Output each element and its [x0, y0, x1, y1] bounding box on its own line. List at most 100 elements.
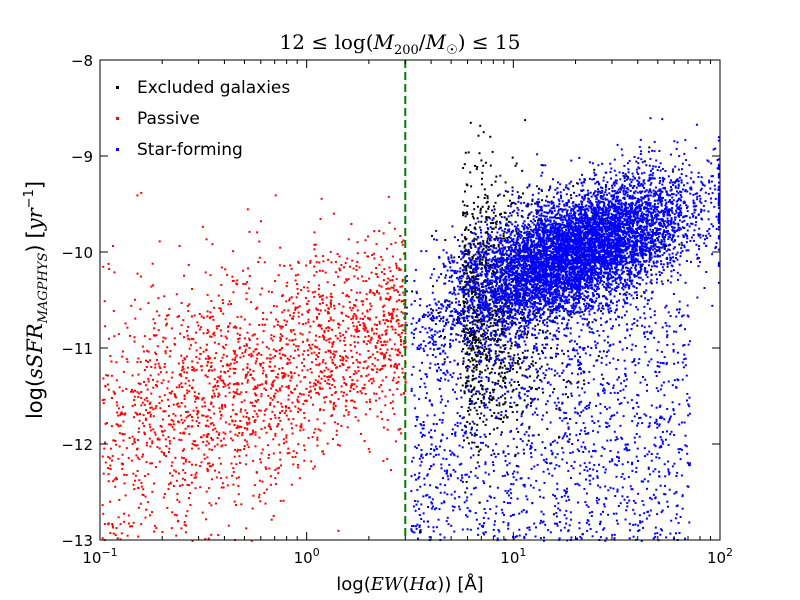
- passive-point: [338, 365, 341, 368]
- passive-point: [241, 434, 244, 437]
- passive-point: [166, 322, 168, 325]
- passive-point: [292, 329, 295, 331]
- passive-point: [357, 370, 360, 373]
- passive-point: [318, 335, 321, 338]
- star-forming-point: [473, 299, 476, 302]
- passive-point: [229, 415, 232, 418]
- passive-point: [378, 334, 381, 337]
- passive-point: [382, 305, 384, 308]
- star-forming-point: [550, 242, 553, 245]
- star-forming-point: [599, 281, 601, 284]
- passive-point: [252, 431, 255, 434]
- passive-point: [134, 403, 136, 406]
- passive-point: [297, 395, 300, 398]
- passive-point: [225, 476, 228, 479]
- passive-point: [151, 511, 153, 514]
- passive-point: [187, 425, 190, 428]
- star-forming-point: [626, 195, 629, 198]
- passive-point: [328, 320, 330, 323]
- passive-point: [317, 380, 320, 383]
- passive-point: [200, 461, 203, 464]
- excluded-point: [564, 393, 567, 396]
- excluded-point: [493, 244, 496, 247]
- excluded-point: [479, 417, 481, 420]
- passive-point: [358, 266, 361, 269]
- passive-point: [316, 444, 319, 447]
- excluded-point: [503, 230, 506, 233]
- star-forming-point: [680, 173, 683, 176]
- excluded-point: [504, 271, 507, 274]
- star-forming-point: [526, 306, 529, 309]
- passive-point: [347, 238, 350, 241]
- passive-point: [278, 352, 281, 355]
- passive-point: [368, 450, 371, 453]
- passive-point: [317, 428, 320, 431]
- star-forming-point: [581, 347, 584, 350]
- star-forming-point: [480, 215, 483, 218]
- excluded-point: [465, 385, 467, 387]
- passive-point: [213, 445, 216, 448]
- star-forming-point: [630, 236, 633, 239]
- excluded-point: [448, 300, 451, 303]
- passive-point: [265, 318, 268, 321]
- star-forming-point: [474, 512, 477, 514]
- star-forming-point: [676, 351, 679, 354]
- excluded-point: [492, 211, 495, 214]
- passive-point: [398, 325, 401, 328]
- star-forming-point: [469, 528, 472, 531]
- excluded-point: [468, 413, 471, 416]
- star-forming-point: [477, 249, 480, 252]
- passive-point: [245, 421, 248, 424]
- passive-point: [173, 393, 176, 396]
- star-forming-point: [460, 334, 463, 337]
- passive-point: [235, 463, 238, 466]
- passive-point: [221, 403, 224, 406]
- excluded-point: [523, 355, 526, 358]
- excluded-point: [492, 205, 495, 208]
- passive-point: [389, 402, 392, 404]
- passive-point: [116, 478, 118, 481]
- passive-point: [356, 341, 359, 344]
- passive-point: [275, 318, 278, 321]
- star-forming-point: [650, 191, 653, 194]
- excluded-point: [544, 337, 547, 340]
- passive-point: [301, 369, 304, 372]
- star-forming-point: [603, 246, 606, 249]
- star-forming-point: [645, 273, 648, 276]
- passive-point: [145, 397, 148, 399]
- excluded-point: [495, 220, 498, 223]
- excluded-point: [622, 293, 625, 296]
- passive-point: [164, 352, 167, 355]
- passive-point: [292, 315, 295, 318]
- passive-point: [241, 382, 244, 385]
- star-forming-point: [504, 327, 507, 330]
- passive-point: [121, 463, 124, 466]
- excluded-point: [475, 238, 478, 241]
- star-forming-point: [655, 245, 658, 248]
- passive-point: [165, 371, 168, 374]
- star-forming-point: [555, 512, 558, 515]
- star-forming-point: [517, 231, 520, 234]
- passive-point: [248, 323, 251, 326]
- passive-point: [266, 357, 268, 360]
- passive-point: [188, 303, 191, 306]
- passive-point: [198, 328, 201, 331]
- passive-point: [121, 453, 124, 456]
- passive-point: [299, 408, 302, 411]
- excluded-point: [555, 407, 558, 410]
- passive-point: [211, 315, 214, 318]
- star-forming-point: [594, 300, 597, 303]
- passive-point: [158, 460, 161, 463]
- passive-point: [289, 264, 292, 267]
- passive-point: [184, 531, 187, 534]
- passive-point: [388, 287, 391, 290]
- passive-point: [183, 478, 186, 481]
- passive-point: [217, 376, 220, 379]
- passive-point: [198, 421, 201, 424]
- passive-point: [111, 459, 113, 462]
- excluded-point: [463, 163, 466, 166]
- star-forming-point: [526, 526, 529, 529]
- star-forming-point: [627, 188, 630, 191]
- passive-point: [190, 337, 193, 340]
- star-forming-point: [678, 311, 680, 314]
